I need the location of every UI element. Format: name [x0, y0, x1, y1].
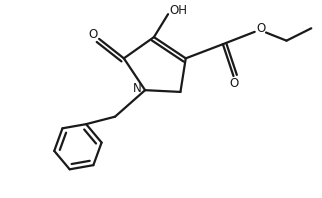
- Text: O: O: [256, 22, 266, 35]
- Text: OH: OH: [169, 4, 187, 17]
- Text: N: N: [133, 82, 142, 95]
- Text: O: O: [230, 77, 239, 89]
- Text: O: O: [88, 28, 97, 41]
